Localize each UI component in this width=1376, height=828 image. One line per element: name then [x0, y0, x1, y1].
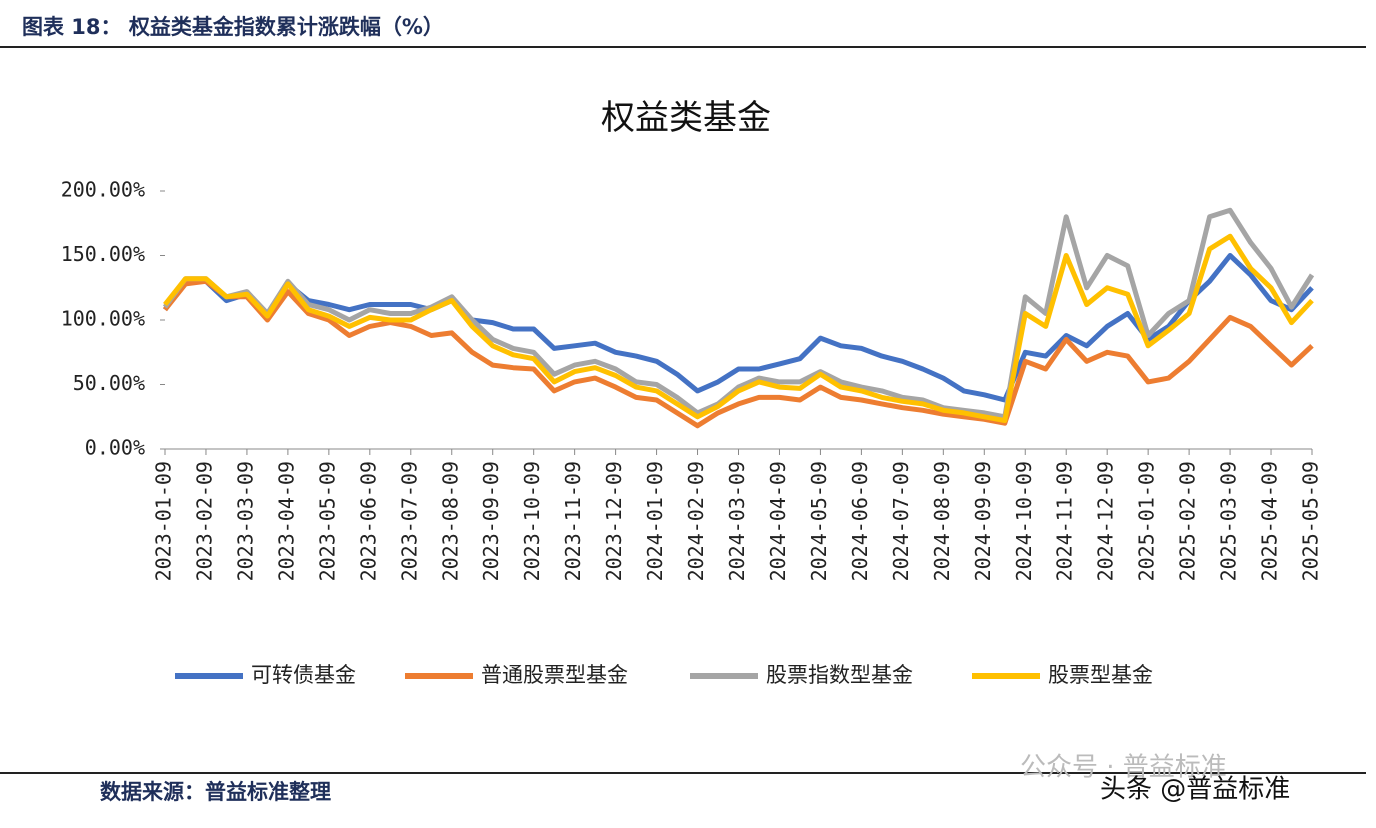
source: 数据来源：普益标准整理: [100, 780, 331, 804]
x-tick-label: 2024-10-09: [1012, 461, 1036, 581]
x-tick-label: 2023-08-09: [438, 461, 462, 581]
series-line: [163, 233, 1314, 424]
x-tick-label: 2023-02-09: [192, 461, 216, 581]
x-tick-label: 2023-10-09: [520, 461, 544, 581]
x-tick-label: 2025-03-09: [1217, 461, 1241, 581]
y-tick-label: 50.00%: [73, 371, 145, 395]
legend-label: 普通股票型基金: [481, 663, 628, 687]
chart-title: 权益类基金: [601, 98, 771, 138]
y-tick-label: 200.00%: [61, 178, 145, 202]
x-tick-label: 2023-05-09: [315, 461, 339, 581]
y-tick-label: 0.00%: [85, 436, 145, 460]
watermark: 头条 @普益标准: [1100, 775, 1290, 805]
x-tick-label: 2025-04-09: [1258, 461, 1282, 581]
x-tick-label: 2025-05-09: [1299, 461, 1323, 581]
x-tick-label: 2023-04-09: [274, 461, 298, 581]
x-tick-label: 2023-11-09: [561, 461, 585, 581]
x-tick-label: 2024-02-09: [684, 461, 708, 581]
x-tick-label: 2025-02-09: [1176, 461, 1200, 581]
x-tick-label: 2024-05-09: [807, 461, 831, 581]
x-tick-label: 2024-08-09: [930, 461, 954, 581]
x-tick-label: 2024-06-09: [848, 461, 872, 581]
x-tick-label: 2023-09-09: [479, 461, 503, 581]
x-tick-label: 2024-12-09: [1094, 461, 1118, 581]
x-tick-label: 2024-03-09: [725, 461, 749, 581]
series-line: [162, 253, 1314, 403]
x-tick-label: 2023-01-09: [152, 461, 176, 581]
watermark: 公众号 · 普益标准: [1020, 753, 1227, 783]
y-tick-label: 100.00%: [61, 307, 145, 331]
x-tick-label: 2023-12-09: [602, 461, 626, 581]
series-line: [162, 207, 1315, 420]
x-tick-label: 2024-09-09: [971, 461, 995, 581]
x-tick-label: 2025-01-09: [1135, 461, 1159, 581]
x-tick-label: 2024-07-09: [889, 461, 913, 581]
x-tick-label: 2023-06-09: [356, 461, 380, 581]
x-tick-label: 2024-11-09: [1053, 461, 1077, 581]
header-title: 图表 18： 权益类基金指数累计涨跌幅（%）: [22, 15, 444, 39]
x-tick-label: 2024-01-09: [643, 461, 667, 581]
legend-label: 可转债基金: [251, 663, 356, 687]
legend-label: 股票型基金: [1048, 663, 1153, 687]
x-tick-label: 2024-04-09: [766, 461, 790, 581]
legend-label: 股票指数型基金: [766, 663, 913, 687]
x-tick-label: 2023-07-09: [397, 461, 421, 581]
y-tick-label: 150.00%: [61, 242, 145, 266]
x-tick-label: 2023-03-09: [233, 461, 257, 581]
series-line: [163, 278, 1314, 429]
